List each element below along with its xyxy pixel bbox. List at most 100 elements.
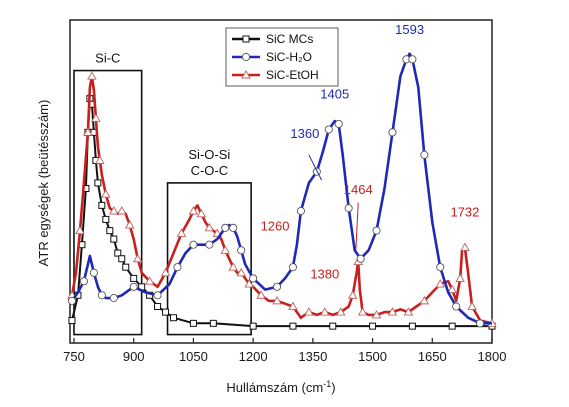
data-point (220, 245, 231, 254)
x-tick-label: 900 (123, 349, 145, 364)
data-point (249, 322, 257, 330)
data-point (189, 240, 198, 249)
series-1 (67, 52, 492, 328)
data-point (272, 282, 282, 291)
peak-annotations: 1593 1405 1360 1464 1260 1380 1732 (261, 22, 480, 281)
data-point (176, 228, 187, 237)
data-point (369, 322, 377, 330)
peak-annotation: 1260 (261, 219, 290, 234)
x-axis-title-superscript: -1 (323, 379, 331, 389)
region-box (73, 69, 143, 336)
x-tick-label: 1350 (298, 349, 327, 364)
data-point (335, 307, 346, 316)
data-point (110, 235, 118, 243)
data-point (324, 125, 333, 134)
data-point (122, 263, 130, 271)
data-point (288, 301, 298, 310)
data-point (109, 294, 118, 303)
data-point (408, 55, 417, 64)
data-point (109, 206, 119, 215)
legend-item: SiC-H₂O (232, 50, 312, 64)
data-point (372, 226, 381, 235)
region-box-label: Si-C (95, 51, 120, 66)
data-point (371, 310, 382, 319)
peak-annotation: 1360 (290, 126, 319, 141)
x-axis-title-text: Hullámszám (cm (226, 380, 323, 395)
region-boxes: Si-C Si-O-SiC-O-C (73, 51, 252, 336)
data-point (447, 284, 457, 294)
data-point (272, 295, 282, 305)
series-group (67, 52, 497, 330)
legend-marker (242, 35, 250, 43)
x-axis-ticks: 750 900 1050 1200 1350 1500 1650 1800 (63, 338, 506, 364)
data-point (204, 222, 215, 232)
data-point (68, 317, 76, 325)
data-point (228, 262, 239, 271)
data-point (329, 322, 337, 330)
x-tick-label: 750 (63, 349, 85, 364)
data-point (455, 273, 465, 282)
plot-frame (69, 19, 493, 344)
data-point (419, 295, 430, 305)
peak-annotation: 1405 (320, 87, 349, 102)
data-point (94, 179, 102, 187)
data-point (106, 227, 114, 235)
x-axis-title: Hullámszám (cm-1) (226, 379, 335, 395)
data-point (244, 279, 254, 288)
legend-marker (241, 52, 251, 62)
data-point (87, 71, 97, 80)
data-point (249, 274, 258, 283)
region-box-label: C-O-C (191, 163, 229, 178)
data-point (114, 249, 122, 257)
x-tick-label: 1650 (418, 349, 447, 364)
data-point (129, 282, 138, 291)
region-box (166, 182, 252, 336)
legend-item: SiC MCs (232, 32, 313, 46)
data-point (196, 208, 207, 218)
data-point (435, 279, 446, 288)
arrow-1464 (355, 202, 359, 251)
data-point (288, 263, 297, 272)
x-tick-label: 1050 (179, 349, 208, 364)
data-point (289, 322, 297, 330)
series-2 (67, 71, 497, 327)
data-point (388, 128, 397, 137)
legend-marker (241, 70, 251, 79)
peak-annotation: 1380 (310, 266, 339, 281)
data-point (132, 253, 143, 263)
data-point (387, 307, 398, 316)
data-point (116, 206, 127, 215)
data-point (102, 215, 110, 223)
data-point (467, 301, 477, 310)
y-axis-title: ATR egységek (beütésszám) (36, 100, 51, 267)
data-point (189, 319, 197, 327)
peak-annotation: 1593 (395, 22, 424, 37)
data-point (160, 267, 171, 277)
data-point (403, 307, 414, 316)
data-point (124, 220, 135, 229)
data-point (357, 307, 368, 316)
data-point (130, 274, 138, 282)
data-point (91, 113, 101, 122)
legend: SiC MCs SiC-H₂O SiC-EtOH (225, 27, 339, 87)
x-axis-title-close: ) (331, 380, 335, 395)
data-point (436, 263, 445, 272)
data-point (95, 155, 105, 164)
data-point (154, 302, 162, 310)
x-tick-label: 1500 (358, 349, 387, 364)
data-point (304, 307, 314, 316)
data-point (296, 206, 305, 216)
data-point (320, 307, 330, 316)
data-point (97, 291, 106, 300)
legend-label: SiC-EtOH (266, 68, 319, 82)
series-line (71, 97, 492, 328)
data-point (356, 254, 365, 263)
data-point (118, 255, 126, 263)
data-point (83, 127, 93, 136)
data-point (173, 263, 182, 272)
data-point (153, 291, 162, 300)
data-point (162, 308, 170, 316)
data-point (344, 204, 353, 213)
data-point (209, 319, 217, 327)
